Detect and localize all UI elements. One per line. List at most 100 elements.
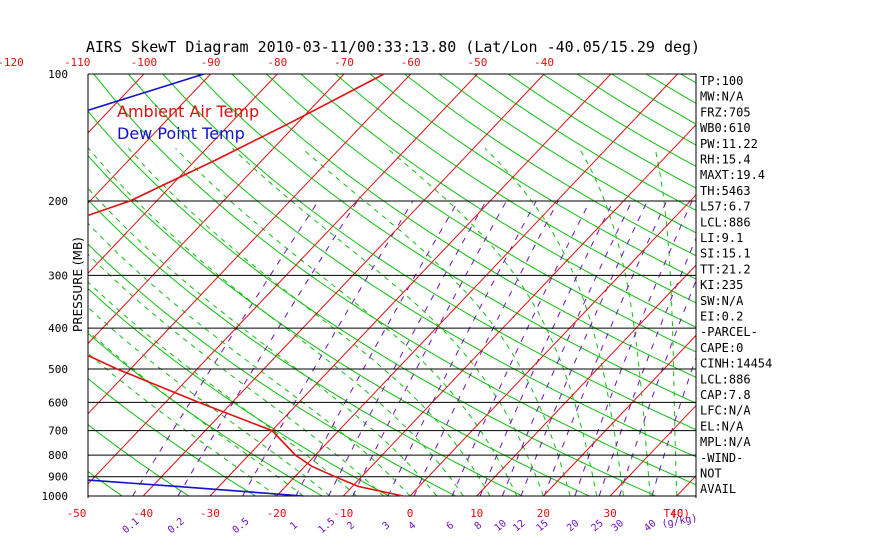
- dry-adiabat-line: [266, 74, 696, 353]
- mixing-ratio-tick-label: 0.5: [231, 516, 252, 536]
- index-row: MW:N/A: [700, 90, 744, 104]
- index-row: AVAIL: [700, 482, 736, 496]
- mixing-ratio-line: [479, 200, 614, 497]
- moist-adiabat-line: [301, 147, 571, 497]
- y-axis-label: PRESSURE (MB): [71, 237, 85, 332]
- dry-adiabat-line: [507, 74, 696, 189]
- temp-unit-label: T(C): [664, 507, 691, 520]
- isotherm-line: [476, 264, 696, 497]
- mixing-ratio-line: [651, 356, 696, 497]
- pressure-tick-label: 800: [48, 449, 68, 462]
- dry-adiabat-line: [750, 74, 870, 496]
- moist-adiabat-line: [578, 148, 651, 497]
- moist-adiabat-line: [88, 352, 277, 497]
- isobar-lines: [87, 73, 697, 498]
- index-row: LI:9.1: [700, 231, 743, 245]
- mixing-ratio-line: [451, 200, 591, 497]
- dry-adiabat-line: [784, 74, 870, 496]
- dry-adiabat-line: [88, 332, 323, 497]
- isotherm-line: [409, 194, 696, 497]
- dry-adiabat-line: [88, 424, 190, 497]
- dry-adiabat-line: [300, 74, 696, 328]
- index-row: TT:21.2: [700, 262, 751, 276]
- isotherm-line: [810, 74, 870, 496]
- top-temp-tick-label: -80: [267, 56, 287, 69]
- top-temp-tick-label: -100: [131, 56, 158, 69]
- bottom-temp-tick-label: -20: [267, 507, 287, 520]
- mixing-ratio-tick-label: 2: [345, 520, 357, 532]
- bottom-temp-tick-label: 20: [537, 507, 550, 520]
- isotherm-line: [342, 124, 696, 497]
- background-lines: [0, 74, 870, 497]
- chart-title: AIRS SkewT Diagram 2010-03-11/00:33:13.8…: [86, 38, 700, 56]
- isotherm-line: [88, 74, 345, 345]
- top-temp-tick-label: -50: [467, 56, 487, 69]
- pressure-tick-label: 500: [48, 363, 68, 376]
- mixing-ratio-line: [328, 200, 487, 497]
- index-row: WB0:610: [700, 121, 751, 135]
- pressure-tick-label: 300: [48, 269, 68, 282]
- mixing-ratio-line: [413, 200, 559, 497]
- dry-adiabat-line: [196, 74, 696, 404]
- axis-labels: 1002003004005006007008009001000-120-110-…: [0, 56, 698, 536]
- moist-adiabat-line: [232, 147, 544, 497]
- mixing-ratio-tick-label: 10: [493, 518, 509, 534]
- mixing-ratio-tick-label: 8: [473, 520, 485, 532]
- moist-adiabat-line: [88, 330, 304, 497]
- mixing-ratio-line: [132, 200, 319, 497]
- top-temp-tick-label: -70: [334, 56, 354, 69]
- bottom-temp-tick-label: 30: [603, 507, 616, 520]
- isotherm-line: [543, 334, 696, 497]
- index-row: KI:235: [700, 278, 743, 292]
- dry-adiabat-line: [473, 74, 696, 211]
- pressure-tick-label: 400: [48, 322, 68, 335]
- dry-adiabat-line: [231, 74, 696, 378]
- mixing-ratio-tick-label: 4: [407, 520, 419, 532]
- pressure-tick-label: 200: [48, 195, 68, 208]
- bottom-temp-tick-label: 40: [670, 507, 683, 520]
- moist-adiabat-line: [88, 281, 357, 497]
- ambient-temp-profile: [88, 74, 404, 497]
- dry-adiabat-line: [88, 287, 390, 497]
- index-row: CAPE:0: [700, 341, 743, 355]
- isotherm-line: [88, 74, 412, 415]
- isotherm-line: [609, 404, 696, 497]
- isotherm-line: [88, 74, 478, 485]
- top-temp-tick-label: -110: [64, 56, 91, 69]
- mixing-ratio-line: [295, 200, 459, 497]
- dry-adiabat-line: [404, 74, 696, 257]
- isotherm-line: [88, 74, 278, 274]
- isotherm-line: [88, 74, 211, 204]
- moist-adiabat-line: [88, 253, 384, 497]
- mixing-ratio-tick-label: 1: [288, 520, 300, 532]
- index-row: FRZ:705: [700, 105, 751, 119]
- mixing-ratio-line: [242, 200, 414, 497]
- mixing-ratio-line: [574, 200, 693, 497]
- mixing-ratio-tick-label: 20: [565, 518, 581, 534]
- pressure-tick-label: 900: [48, 471, 68, 484]
- mixing-ratio-tick-label: 0.2: [166, 516, 187, 536]
- mixing-ratio-tick-label: 6: [445, 520, 457, 532]
- bottom-temp-tick-label: -10: [333, 507, 353, 520]
- top-temp-tick-label: -120: [0, 56, 24, 69]
- isotherm-line: [142, 74, 545, 497]
- index-row: MAXT:19.4: [700, 168, 765, 182]
- pressure-tick-label: 700: [48, 425, 68, 438]
- index-row: L57:6.7: [700, 200, 751, 214]
- mixing-ratio-line: [177, 200, 358, 497]
- bottom-temp-tick-label: -40: [133, 507, 153, 520]
- index-row: EI:0.2: [700, 310, 743, 324]
- isotherm-line: [0, 74, 11, 496]
- mixing-ratio-tick-label: 3: [381, 520, 393, 532]
- dry-adiabat-line: [88, 243, 456, 497]
- index-row: RH:15.4: [700, 153, 751, 167]
- index-row: TH:5463: [700, 184, 751, 198]
- dry-adiabat-line: [438, 74, 696, 234]
- legend-ambient-temp: Ambient Air Temp: [117, 102, 259, 121]
- dry-adiabat-line: [88, 377, 256, 497]
- index-row: NOT: [700, 467, 722, 481]
- mixing-ratio-line: [598, 237, 696, 497]
- index-row: TP:100: [700, 74, 743, 88]
